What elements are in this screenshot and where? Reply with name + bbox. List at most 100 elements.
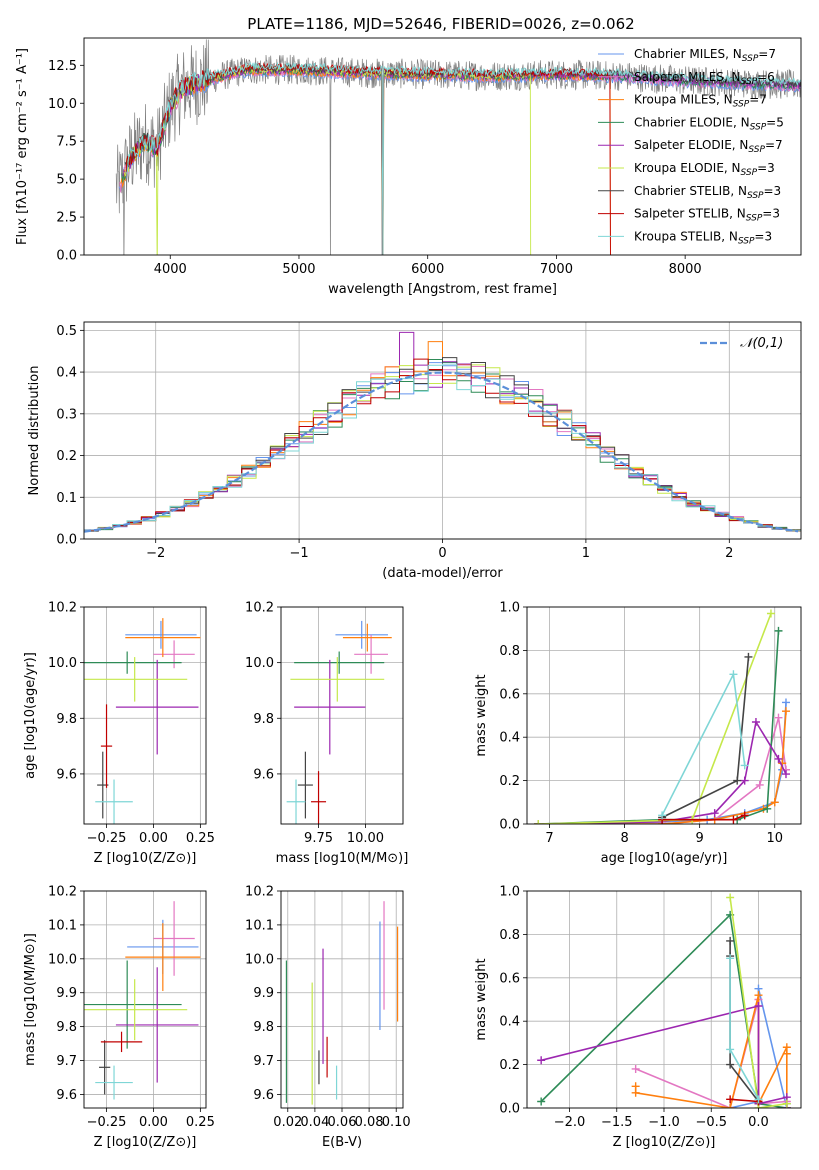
- x-tick-label: 5000: [282, 262, 315, 277]
- errorbar-kroupa-stelib: [95, 1065, 133, 1100]
- errorbar-kroupa-miles: [342, 623, 392, 652]
- errorbar-salpeter-stelib: [100, 704, 113, 788]
- errorbar-kroupa-miles: [125, 923, 201, 992]
- axes-frame: [280, 890, 404, 1109]
- y-tick-label: 9.6: [253, 1088, 274, 1103]
- y-tick-label: 10.0: [48, 97, 77, 112]
- legend-label-value: =5: [766, 115, 784, 129]
- errorbar-salpeter-miles: [354, 634, 388, 674]
- axes-frame: [280, 606, 404, 825]
- x-axis-label: wavelength [Angstrom, rest frame]: [328, 282, 557, 297]
- weights-marker: [774, 713, 783, 722]
- x-tick-label: −0.25: [87, 831, 127, 846]
- legend-label-value: =6: [757, 70, 775, 84]
- y-tick-label: 0.0: [56, 533, 77, 548]
- y-tick-label: 10.1: [48, 918, 77, 933]
- x-tick-label: −2: [146, 546, 165, 561]
- legend-label-text: Kroupa STELIB, N: [634, 229, 738, 243]
- errorbar-kroupa-elodie: [84, 979, 188, 1041]
- weights-kroupa-stelib: [726, 954, 763, 1104]
- plot-area-mass_vs_ebv: [285, 901, 399, 1105]
- errorbar-chabrier-elodie: [84, 960, 182, 1049]
- axes-frame: [526, 890, 802, 1109]
- weights-line: [538, 717, 787, 824]
- legend-label-text: Salpeter STELIB, N: [634, 207, 746, 221]
- legend-label: Chabrier ELODIE, NSSP=5: [634, 115, 784, 132]
- weights-marker: [729, 670, 738, 679]
- legend-label: Salpeter MILES, NSSP=6: [634, 70, 775, 87]
- legend-label-value: =3: [757, 161, 775, 175]
- weights-marker: [754, 991, 763, 1000]
- y-axis-label: mass [log10(M/M⊙)]: [23, 933, 38, 1066]
- y-tick-label: 0.2: [56, 449, 77, 464]
- legend-label-text: Chabrier MILES, N: [634, 47, 742, 61]
- errorbar-salpeter-miles: [153, 640, 195, 669]
- weights-marker: [726, 1095, 735, 1104]
- y-tick-label: 0.3: [56, 407, 77, 422]
- x-tick-label: 2: [725, 546, 733, 561]
- legend-label-subscript: SSP: [738, 236, 755, 246]
- y-axis-label: Flux [fλ10⁻¹⁷ erg cm⁻² s⁻¹ A⁻¹]: [15, 48, 30, 245]
- legend-label-subscript: SSP: [742, 54, 759, 64]
- weights-marker: [631, 1088, 640, 1097]
- x-tick-label: −1.5: [601, 1115, 633, 1130]
- legend-label-text: Kroupa MILES, N: [634, 93, 733, 107]
- y-tick-label: 0.6: [499, 687, 520, 702]
- y-tick-label: 9.6: [253, 767, 274, 782]
- y-tick-label: 0.2: [499, 774, 520, 789]
- y-tick-label: 10.2: [48, 601, 77, 616]
- y-tick-label: 0.4: [499, 1015, 520, 1030]
- y-tick-label: 0.4: [499, 731, 520, 746]
- errorbar-salpeter-elodie: [115, 659, 199, 755]
- panel-weights_vs_age: 7 8 9 10 0.0 0.2 0.4 0.6 0.8 1.0 age [log10(age/yr…: [474, 601, 802, 866]
- legend-label-text: Salpeter MILES, N: [634, 70, 741, 84]
- y-tick-label: 10.0: [245, 656, 274, 671]
- weights-marker: [631, 1064, 640, 1073]
- weights-marker: [781, 698, 790, 707]
- x-tick-label: 0.25: [186, 831, 215, 846]
- legend-label-value: =7: [758, 47, 776, 61]
- x-tick-label: 9.75: [304, 831, 333, 846]
- x-tick-label: 9: [696, 831, 704, 846]
- y-tick-label: 0.4: [56, 366, 77, 381]
- weights-marker: [726, 1060, 735, 1069]
- weights-marker: [710, 809, 719, 818]
- errorbar-kroupa-stelib: [286, 779, 306, 824]
- y-tick-label: 9.8: [56, 1020, 77, 1035]
- y-tick-label: 0.1: [56, 491, 77, 506]
- axes-frame: [83, 890, 207, 1109]
- y-tick-label: 10.2: [245, 885, 274, 900]
- legend-label: Chabrier MILES, NSSP=7: [634, 47, 776, 64]
- legend-label: Salpeter STELIB, NSSP=3: [634, 207, 780, 224]
- errorbar-chabrier-miles: [335, 620, 388, 649]
- plot-area-residuals: [84, 331, 801, 533]
- y-tick-label: 2.5: [56, 211, 77, 226]
- weights-kroupa-stelib: [658, 670, 749, 820]
- x-tick-label: −0.25: [87, 1115, 127, 1130]
- y-tick-label: 0.8: [499, 644, 520, 659]
- legend-label: Kroupa ELODIE, NSSP=3: [634, 161, 775, 178]
- y-tick-label: 10.2: [48, 885, 77, 900]
- errorbar-salpeter-miles: [153, 901, 195, 976]
- y-tick-label: 9.6: [56, 767, 77, 782]
- weights-marker: [766, 609, 775, 618]
- weights-salpeter-stelib: [658, 811, 749, 824]
- gaussian-curve: [84, 371, 799, 533]
- y-tick-label: 1.0: [499, 601, 520, 616]
- legend-label-subscript: SSP: [747, 191, 764, 201]
- legend-label-value: =3: [754, 229, 772, 243]
- x-axis-label: age [log10(age/yr)]: [601, 851, 728, 866]
- errorbar-salpeter-elodie: [294, 659, 366, 755]
- x-tick-label: 0: [438, 546, 446, 561]
- y-tick-label: 9.9: [253, 986, 274, 1001]
- weights-marker: [751, 718, 760, 727]
- y-tick-label: 10.0: [245, 952, 274, 967]
- x-tick-label: 6000: [411, 262, 444, 277]
- x-tick-label: 0.00: [139, 1115, 168, 1130]
- x-tick-label: 7: [545, 831, 553, 846]
- legend-label-subscript: SSP: [750, 122, 767, 132]
- weights-marker: [774, 754, 783, 763]
- model-spectrum-kroupa-stelib: [126, 61, 801, 255]
- x-axis-label: E(B-V): [322, 1135, 362, 1150]
